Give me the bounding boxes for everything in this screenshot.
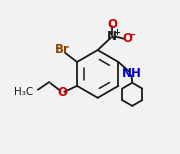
Text: O: O (107, 18, 117, 31)
Text: N: N (107, 30, 117, 43)
Text: −: − (127, 30, 136, 40)
Text: Br: Br (55, 43, 69, 57)
Text: NH: NH (122, 67, 141, 80)
Text: O: O (122, 32, 132, 45)
Text: H₃C: H₃C (14, 87, 33, 97)
Text: +: + (113, 28, 120, 37)
Text: O: O (57, 86, 67, 99)
